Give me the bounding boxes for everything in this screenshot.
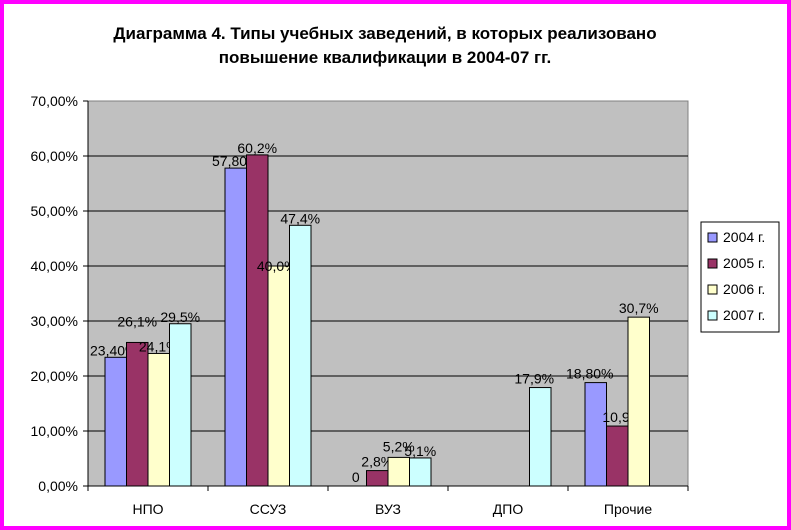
legend-swatch (707, 310, 718, 321)
y-tick-label: 70,00% (31, 93, 78, 109)
data-label: 24,1% (139, 338, 179, 354)
data-label: 30,7% (619, 300, 659, 316)
data-label: 18,80% (566, 366, 613, 382)
data-label: 23,40% (90, 342, 137, 358)
bar-2007-3 (529, 387, 552, 487)
data-label: 47,4% (280, 210, 320, 226)
legend-label: 2005 г. (723, 255, 765, 271)
data-label: 2,8% (361, 454, 393, 470)
data-label: 5,1% (404, 443, 436, 459)
bar-2004-1 (224, 167, 247, 487)
legend-swatch (707, 284, 718, 295)
bar-2006-2 (387, 456, 410, 487)
x-tick-label: Прочие (604, 501, 652, 517)
y-tick-label: 10,00% (31, 423, 78, 439)
x-tick-label: НПО (132, 501, 163, 517)
chart-title-line-1: Диаграмма 4. Типы учебных заведений, в к… (113, 24, 657, 43)
legend-label: 2004 г. (723, 229, 765, 245)
y-tick-label: 40,00% (31, 258, 78, 274)
x-tick-label: ССУЗ (250, 501, 287, 517)
data-label: 40,0% (257, 258, 297, 274)
bar-2004-4 (584, 382, 607, 487)
x-tick-label: ВУЗ (375, 501, 401, 517)
data-label: 26,1% (117, 313, 157, 329)
data-label: 5,2% (383, 438, 415, 454)
bar-2004-0 (104, 356, 127, 487)
y-tick-label: 30,00% (31, 313, 78, 329)
bar-2006-0 (147, 352, 170, 487)
y-tick-label: 60,00% (31, 148, 78, 164)
bar-2006-1 (267, 265, 290, 487)
bar-2007-2 (409, 457, 432, 487)
x-tick-label: ДПО (493, 501, 524, 517)
data-label: 29,5% (160, 309, 200, 325)
bar-2005-4 (606, 425, 629, 487)
legend-label: 2007 г. (723, 307, 765, 323)
data-label: 60,2% (237, 140, 277, 156)
y-tick-label: 0,00% (38, 478, 78, 494)
chart-title: Диаграмма 4. Типы учебных заведений, в к… (60, 22, 710, 70)
data-label: 17,9% (514, 371, 554, 387)
legend-swatch (707, 258, 718, 269)
bar-2005-1 (246, 154, 269, 487)
bar-2007-1 (289, 224, 312, 487)
bar-2005-0 (126, 341, 149, 487)
bar-2005-2 (366, 470, 389, 487)
y-tick-label: 20,00% (31, 368, 78, 384)
data-label: 0 (352, 469, 360, 485)
bar-2006-4 (627, 316, 650, 487)
y-tick-label: 50,00% (31, 203, 78, 219)
bar-2007-0 (169, 323, 192, 487)
legend-label: 2006 г. (723, 281, 765, 297)
legend-swatch (707, 232, 718, 243)
chart-title-line-2: повышение квалификации в 2004-07 гг. (218, 48, 552, 67)
